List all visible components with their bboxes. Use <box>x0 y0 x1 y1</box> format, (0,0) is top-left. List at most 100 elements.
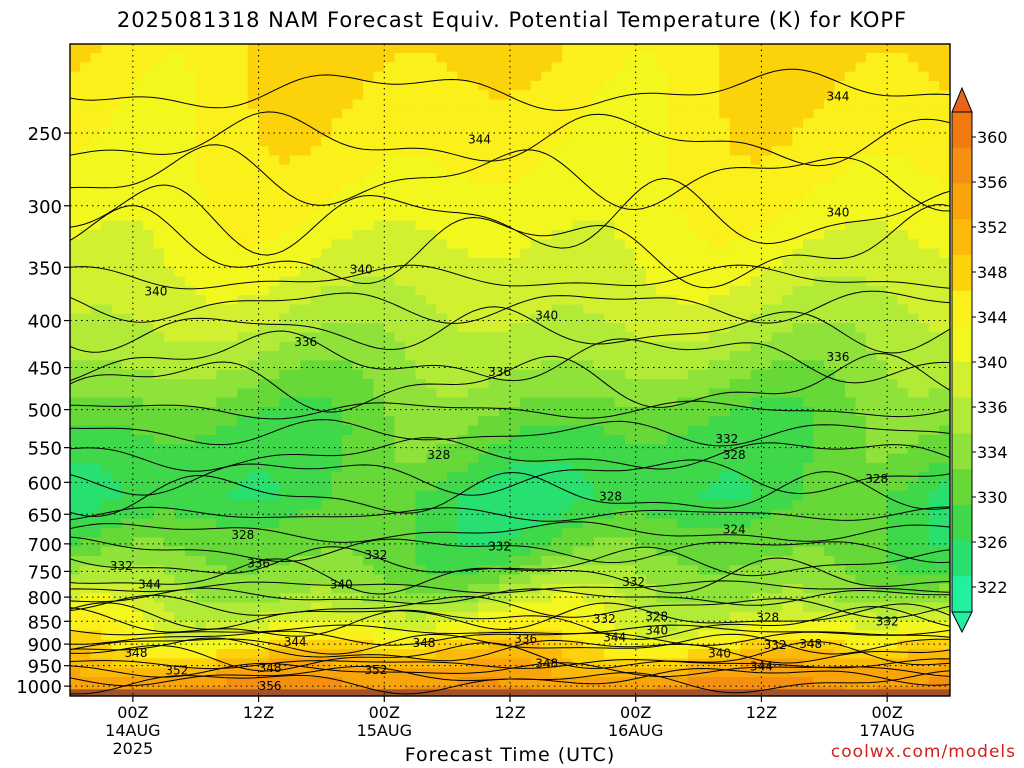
field-cell <box>551 99 563 110</box>
field-cell <box>226 369 238 380</box>
field-cell <box>499 164 511 175</box>
field-cell <box>457 248 469 259</box>
field-cell <box>404 304 417 315</box>
field-cell <box>530 425 542 436</box>
field-cell <box>897 546 909 557</box>
field-cell <box>645 285 657 296</box>
field-cell <box>698 146 710 157</box>
field-cell <box>268 202 280 212</box>
field-cell <box>782 379 794 389</box>
field-cell <box>656 44 668 54</box>
field-cell <box>771 323 783 334</box>
field-cell <box>132 90 144 101</box>
field-cell <box>467 164 479 175</box>
field-cell <box>823 71 836 82</box>
field-cell <box>300 127 312 138</box>
field-cell <box>572 332 584 343</box>
field-cell <box>635 80 647 91</box>
field-cell <box>708 202 720 212</box>
field-cell <box>939 453 950 464</box>
field-cell <box>153 118 165 129</box>
field-cell <box>111 174 123 185</box>
field-cell <box>153 351 165 361</box>
field-cell <box>541 211 553 222</box>
field-cell <box>352 351 364 361</box>
field-cell <box>572 108 584 119</box>
field-cell <box>803 108 815 119</box>
field-cell <box>509 574 521 585</box>
field-cell <box>813 434 825 445</box>
field-cell <box>939 155 950 166</box>
field-cell <box>457 323 469 334</box>
field-cell <box>352 313 364 324</box>
field-cell <box>572 453 584 464</box>
field-cell <box>373 211 385 222</box>
field-cell <box>708 462 720 473</box>
field-cell <box>687 462 699 473</box>
field-cell <box>803 537 815 548</box>
field-cell <box>635 285 647 296</box>
field-cell <box>562 146 574 157</box>
field-cell <box>635 444 647 455</box>
field-cell <box>321 108 333 119</box>
field-cell <box>436 53 448 63</box>
field-cell <box>761 192 773 203</box>
field-cell <box>258 537 270 548</box>
field-cell <box>583 202 595 212</box>
field-cell <box>886 490 898 501</box>
field-cell <box>446 80 458 91</box>
field-cell <box>603 155 616 166</box>
field-cell <box>928 388 940 399</box>
field-cell <box>436 127 448 138</box>
field-cell <box>237 108 249 119</box>
field-cell <box>321 565 333 576</box>
field-cell <box>530 285 542 296</box>
field-cell <box>268 183 280 194</box>
field-cell <box>624 313 637 324</box>
field-cell <box>782 285 794 296</box>
field-cell <box>80 323 92 334</box>
field-cell <box>740 360 752 371</box>
field-cell <box>363 434 375 445</box>
field-cell <box>101 220 113 231</box>
field-cell <box>740 285 752 296</box>
field-cell <box>666 323 678 334</box>
field-cell <box>404 53 417 63</box>
field-cell <box>499 351 511 361</box>
field-cell <box>855 62 867 73</box>
field-cell <box>677 220 689 231</box>
field-cell <box>258 360 270 371</box>
field-cell <box>823 174 836 185</box>
field-cell <box>844 108 857 119</box>
field-cell <box>509 127 521 138</box>
field-cell <box>143 220 155 231</box>
field-cell <box>572 537 584 548</box>
field-cell <box>771 351 783 361</box>
field-cell <box>562 183 574 194</box>
field-cell <box>918 425 930 436</box>
field-cell <box>289 53 301 63</box>
field-cell <box>740 341 752 352</box>
field-cell <box>488 267 500 278</box>
field-cell <box>415 62 427 73</box>
field-cell <box>174 332 186 343</box>
field-cell <box>153 360 165 371</box>
field-cell <box>771 341 783 352</box>
field-cell <box>886 453 898 464</box>
field-cell <box>750 183 762 194</box>
field-cell <box>331 462 343 473</box>
field-cell <box>457 127 469 138</box>
field-cell <box>886 108 898 119</box>
field-cell <box>907 183 919 194</box>
field-cell <box>897 192 909 203</box>
field-cell <box>834 574 846 585</box>
field-cell <box>478 481 490 492</box>
field-cell <box>834 44 846 54</box>
field-cell <box>782 211 794 222</box>
field-cell <box>310 304 322 315</box>
field-cell <box>520 229 532 240</box>
field-cell <box>509 528 521 538</box>
field-cell <box>928 53 940 63</box>
field-cell <box>918 434 930 445</box>
field-cell <box>771 425 783 436</box>
